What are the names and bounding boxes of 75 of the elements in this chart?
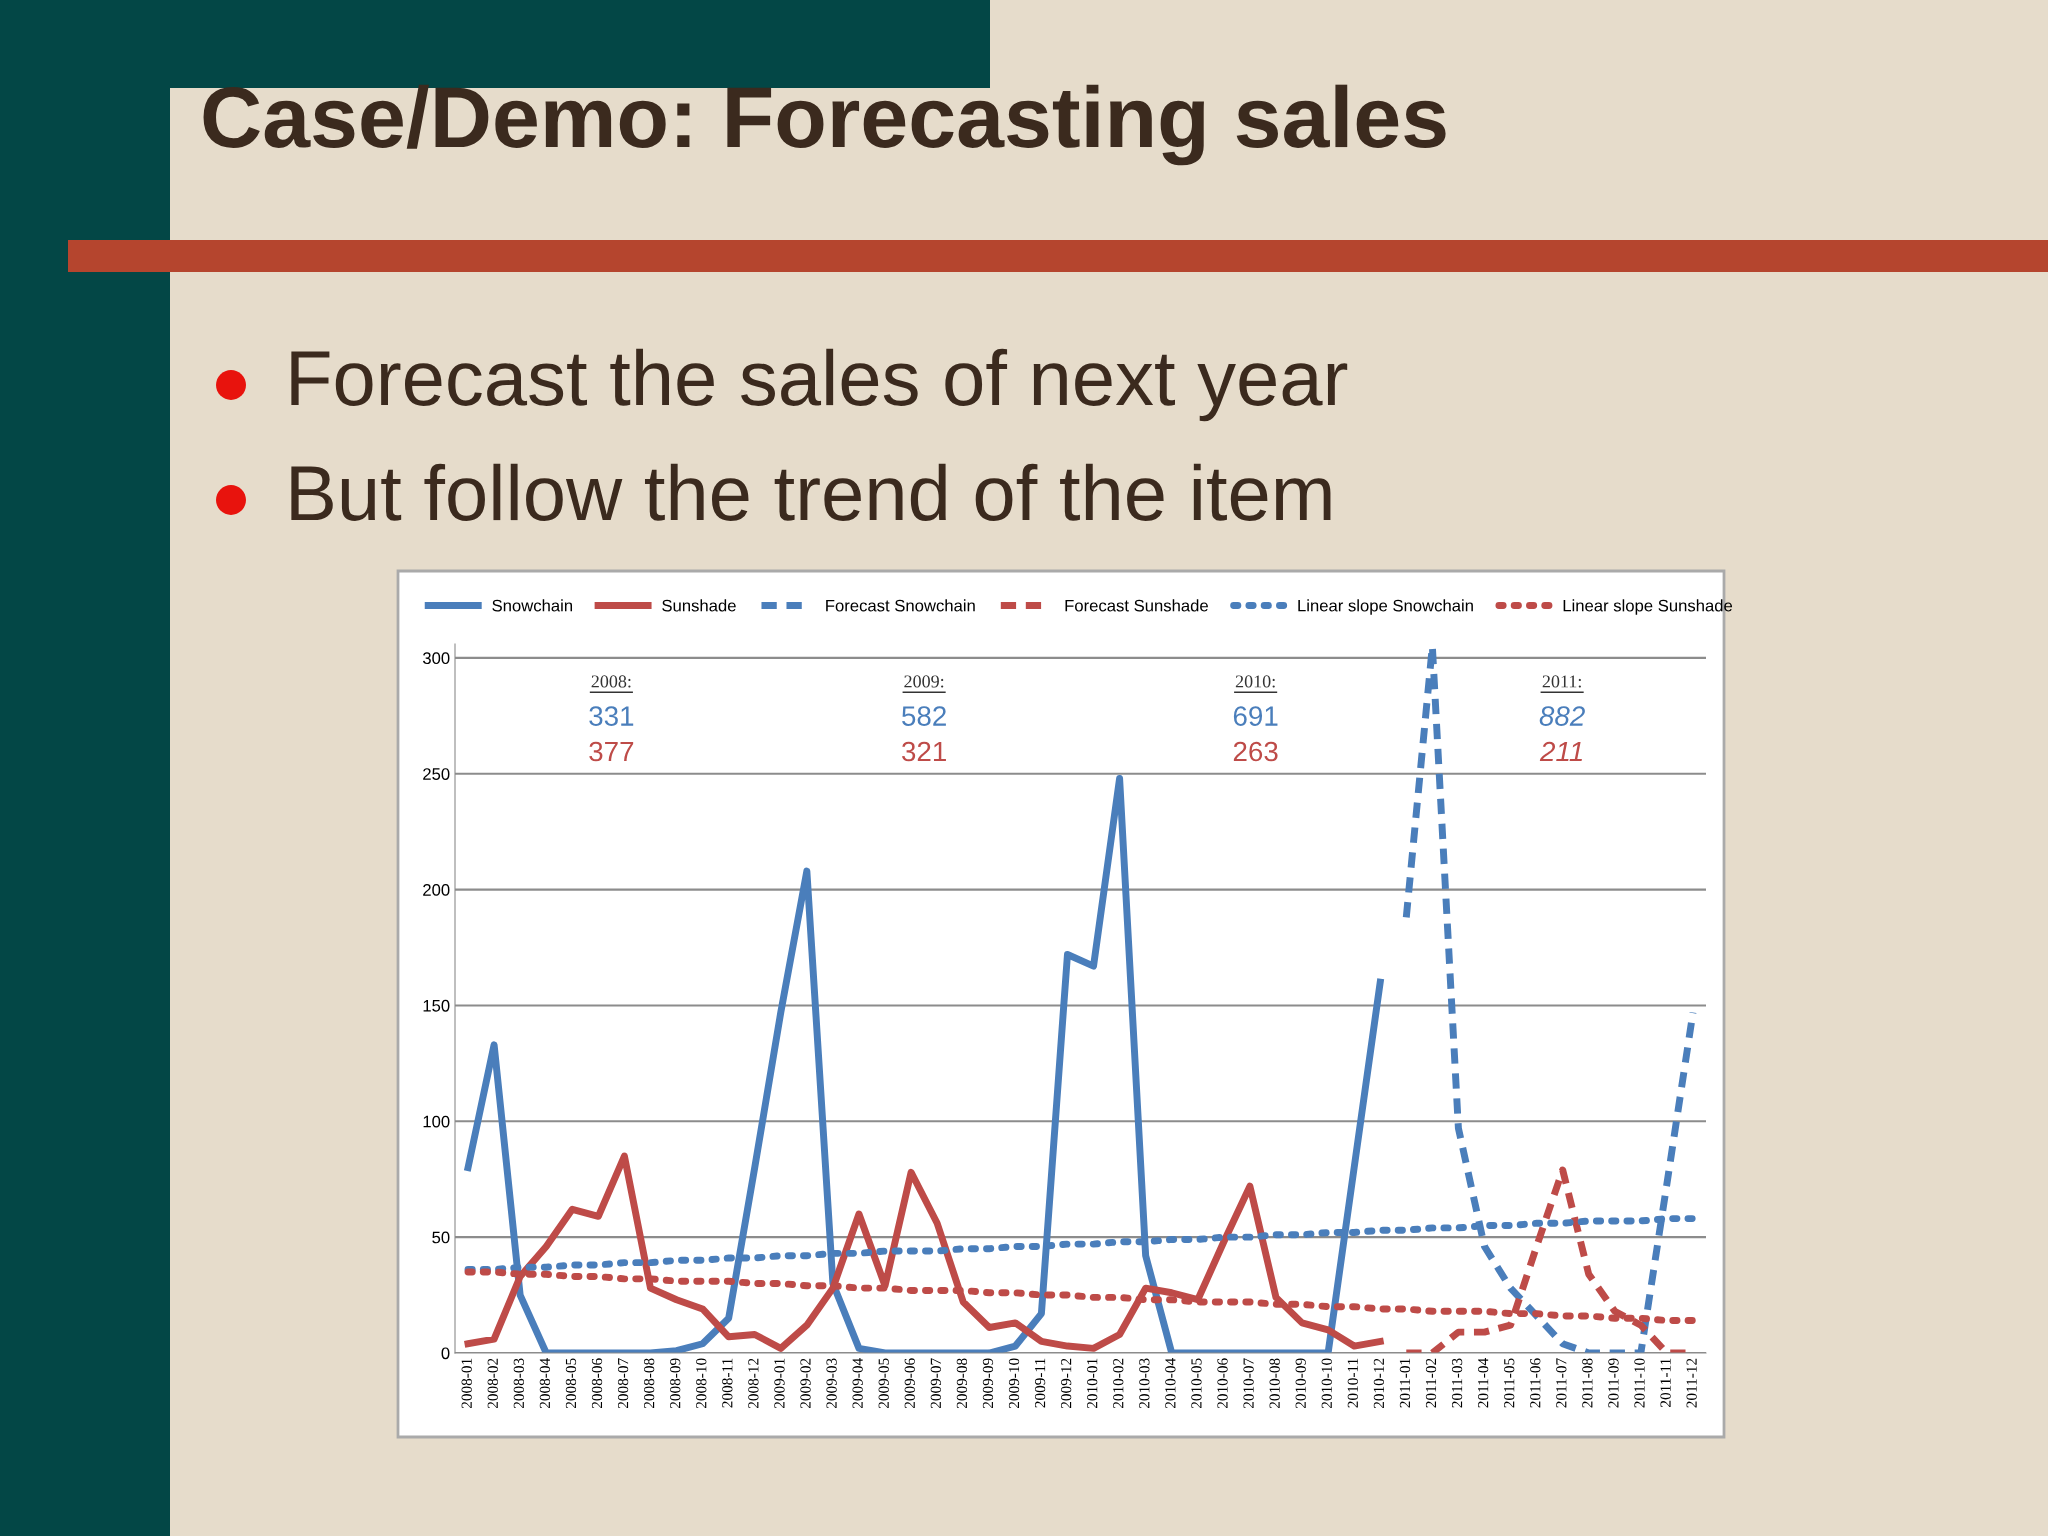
annotation: 2010: <box>1235 675 1275 688</box>
x-tick-label: 2010-10 <box>1321 1358 1332 1409</box>
x-tick-label: 2011-04 <box>1477 1358 1489 1408</box>
x-tick-label: 2009-04 <box>852 1358 863 1409</box>
annotation: 2008: <box>591 675 631 688</box>
y-tick-label: 100 <box>423 1115 450 1128</box>
x-tick-label: 2011-05 <box>1504 1358 1515 1408</box>
y-tick-label: 0 <box>441 1347 450 1360</box>
x-tick-label: 2009-02 <box>800 1358 811 1409</box>
x-tick-label: 2010-02 <box>1113 1358 1124 1409</box>
x-tick-label: 2009-11 <box>1034 1358 1046 1408</box>
annotation: 321 <box>902 741 946 762</box>
x-tick-label: 2009-06 <box>904 1358 915 1409</box>
chart-subtitle: Forecast the sales of next year But follow the trend of the item <box>291 348 1348 521</box>
annotation: 882 <box>1539 706 1585 726</box>
annotation: 2009: <box>904 675 944 688</box>
y-tick-label: 150 <box>423 999 450 1012</box>
x-tick-label: 2009-08 <box>956 1358 968 1409</box>
chart-title: Case/Demo: Forecasting sales <box>203 84 1446 166</box>
x-tick-label: 2011-09 <box>1608 1358 1619 1408</box>
x-tick-label: 2008-12 <box>748 1358 759 1409</box>
x-tick-label: 2011-03 <box>1451 1358 1463 1408</box>
x-tick-label: 2009-10 <box>1008 1358 1020 1409</box>
x-tick-label: 2008-01 <box>461 1358 472 1409</box>
y-tick-label: 200 <box>423 884 450 896</box>
annotation: 331 <box>589 706 634 726</box>
x-tick-label: 2011-08 <box>1582 1358 1593 1408</box>
x-tick-label: 2009-07 <box>930 1358 941 1409</box>
x-tick-label: 2011-01 <box>1399 1358 1411 1408</box>
x-tick-label: 2008-08 <box>643 1358 655 1409</box>
annotation: 263 <box>1233 741 1278 762</box>
x-tick-label: 2010-11 <box>1347 1358 1358 1408</box>
annotation: 377 <box>589 741 634 762</box>
x-tick-label: 2010-12 <box>1373 1358 1385 1409</box>
x-tick-label: 2010-07 <box>1243 1358 1254 1409</box>
legend-label: Forecast Sunshade <box>1065 599 1208 612</box>
y-tick-label: 300 <box>422 652 450 665</box>
x-tick-label: 2008-03 <box>513 1358 524 1409</box>
x-tick-label: 2008-04 <box>539 1358 551 1409</box>
x-tick-label: 2008-05 <box>565 1358 577 1409</box>
annotation: 691 <box>1233 706 1278 726</box>
x-tick-label: 2009-01 <box>774 1358 785 1409</box>
legend-label: Forecast Snowchain <box>826 599 975 612</box>
x-tick-label: 2011-11 <box>1660 1358 1671 1407</box>
legend-label: Sunshade <box>662 599 736 612</box>
legend-label: Linear slope Snowchain <box>1298 599 1473 615</box>
x-tick-label: 2008-10 <box>696 1358 707 1409</box>
x-tick-label: 2009-09 <box>982 1358 994 1409</box>
x-tick-label: 2008-11 <box>722 1358 733 1408</box>
y-tick-label: 250 <box>423 768 450 780</box>
x-tick-label: 2010-04 <box>1165 1358 1176 1409</box>
x-tick-label: 2010-01 <box>1087 1358 1098 1409</box>
annotation: 211 <box>1539 741 1582 762</box>
x-tick-label: 2011-12 <box>1686 1358 1697 1408</box>
x-tick-label: 2010-05 <box>1191 1358 1202 1409</box>
x-tick-label: 2011-07 <box>1556 1358 1567 1408</box>
x-tick-label: 2008-06 <box>591 1358 603 1409</box>
x-tick-label: 2010-06 <box>1217 1358 1228 1409</box>
annotation: 2011: <box>1542 675 1581 688</box>
x-tick-label: 2010-09 <box>1295 1358 1306 1409</box>
x-tick-label: 2008-07 <box>617 1358 629 1409</box>
legend-label: Linear slope Sunshade <box>1563 599 1733 615</box>
x-tick-label: 2008-09 <box>670 1358 681 1409</box>
x-tick-label: 2011-02 <box>1425 1358 1437 1408</box>
legend-label: Snowchain <box>492 599 573 612</box>
x-tick-label: 2009-05 <box>878 1358 889 1409</box>
x-tick-label: 2009-12 <box>1060 1358 1072 1409</box>
y-tick-label: 50 <box>432 1231 450 1244</box>
x-tick-label: 2009-03 <box>826 1358 837 1409</box>
x-tick-label: 2011-10 <box>1634 1358 1645 1408</box>
x-tick-label: 2011-06 <box>1530 1358 1541 1408</box>
x-tick-label: 2010-08 <box>1269 1358 1280 1409</box>
x-tick-label: 2008-02 <box>487 1358 498 1409</box>
x-tick-label: 2010-03 <box>1139 1358 1150 1409</box>
annotation: 582 <box>902 706 946 726</box>
